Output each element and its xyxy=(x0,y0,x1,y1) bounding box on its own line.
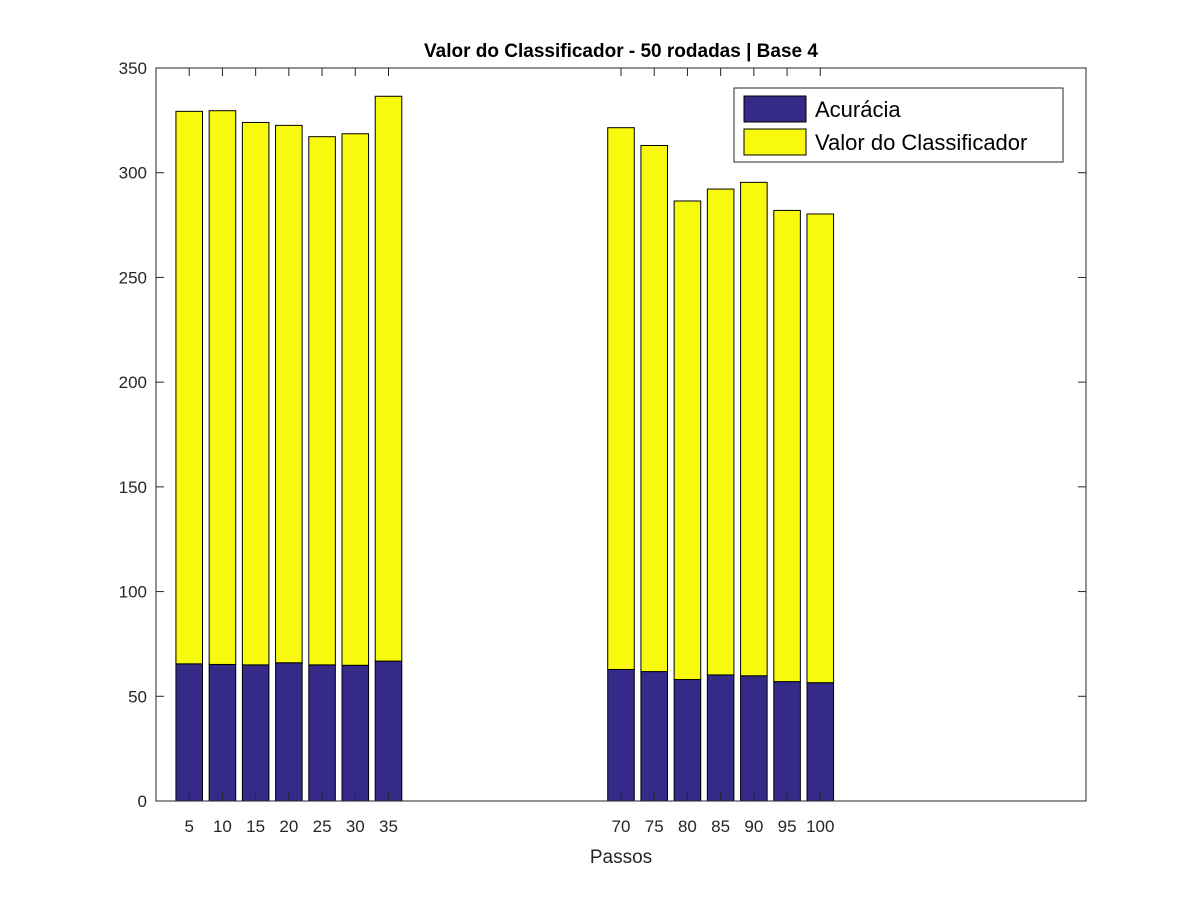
bar-acuracia-0 xyxy=(175,663,204,802)
bar-valor-classificador-13 xyxy=(607,127,635,670)
y-tick-label: 200 xyxy=(119,373,147,392)
x-tick-label: 90 xyxy=(744,817,763,836)
bar-acuracia-2 xyxy=(241,664,270,802)
x-tick-label: 20 xyxy=(279,817,298,836)
bars xyxy=(175,95,835,802)
x-tick-label: 100 xyxy=(806,817,834,836)
x-tick-label: 30 xyxy=(346,817,365,836)
x-tick-label: 95 xyxy=(778,817,797,836)
bar-valor-classificador-1 xyxy=(208,110,237,665)
legend-label-valor-classificador: Valor do Classificador xyxy=(815,130,1027,155)
bar-acuracia-5 xyxy=(341,664,370,802)
legend: Acurácia Valor do Classificador xyxy=(733,87,1064,163)
chart-title: Valor do Classificador - 50 rodadas | Ba… xyxy=(424,41,818,62)
bar-acuracia-17 xyxy=(740,675,768,802)
y-tick-label: 250 xyxy=(119,268,147,287)
bar-valor-classificador-14 xyxy=(640,144,669,673)
bar-valor-classificador-16 xyxy=(706,188,735,676)
y-tick-label: 0 xyxy=(138,792,147,811)
bar-acuracia-16 xyxy=(706,674,735,802)
bar-valor-classificador-0 xyxy=(175,110,204,665)
bar-acuracia-3 xyxy=(275,662,303,802)
x-tick-label: 85 xyxy=(711,817,730,836)
bar-acuracia-19 xyxy=(806,682,835,802)
x-tick-label: 80 xyxy=(678,817,697,836)
bar-valor-classificador-17 xyxy=(740,181,768,677)
y-tick-label: 100 xyxy=(119,583,147,602)
bar-valor-classificador-2 xyxy=(241,121,270,666)
bar-acuracia-14 xyxy=(640,671,669,802)
x-tick-label: 75 xyxy=(645,817,664,836)
bar-acuracia-13 xyxy=(607,668,635,802)
bar-acuracia-1 xyxy=(208,663,237,802)
bar-acuracia-18 xyxy=(773,681,801,802)
y-tick-label: 50 xyxy=(128,687,147,706)
bar-valor-classificador-15 xyxy=(673,200,702,681)
x-tick-label: 25 xyxy=(313,817,332,836)
x-tick-label: 15 xyxy=(246,817,265,836)
x-axis-label: Passos xyxy=(590,847,652,868)
y-tick-label: 350 xyxy=(119,59,147,78)
legend-swatch-valor-classificador xyxy=(743,128,807,156)
axis-ticks: 5 10 15 20 25 30 35 70 75 80 85 90 95 100 0 50 100 150 200… xyxy=(119,59,1086,836)
bar-acuracia-15 xyxy=(673,679,702,802)
legend-swatch-acuracia xyxy=(743,95,807,123)
legend-label-acuracia: Acurácia xyxy=(815,97,901,122)
bar-valor-classificador-5 xyxy=(341,133,370,666)
y-tick-label: 300 xyxy=(119,164,147,183)
x-tick-label: 5 xyxy=(184,817,193,836)
x-tick-label: 35 xyxy=(379,817,398,836)
bar-valor-classificador-4 xyxy=(308,136,336,666)
bar-valor-classificador-6 xyxy=(374,95,403,662)
bar-valor-classificador-3 xyxy=(275,124,303,664)
bar-acuracia-4 xyxy=(308,664,336,802)
x-tick-label: 10 xyxy=(213,817,232,836)
y-tick-label: 150 xyxy=(119,478,147,497)
bar-valor-classificador-18 xyxy=(773,209,801,683)
bar-valor-classificador-19 xyxy=(806,213,835,684)
bar-acuracia-6 xyxy=(374,660,403,802)
x-tick-label: 70 xyxy=(612,817,631,836)
